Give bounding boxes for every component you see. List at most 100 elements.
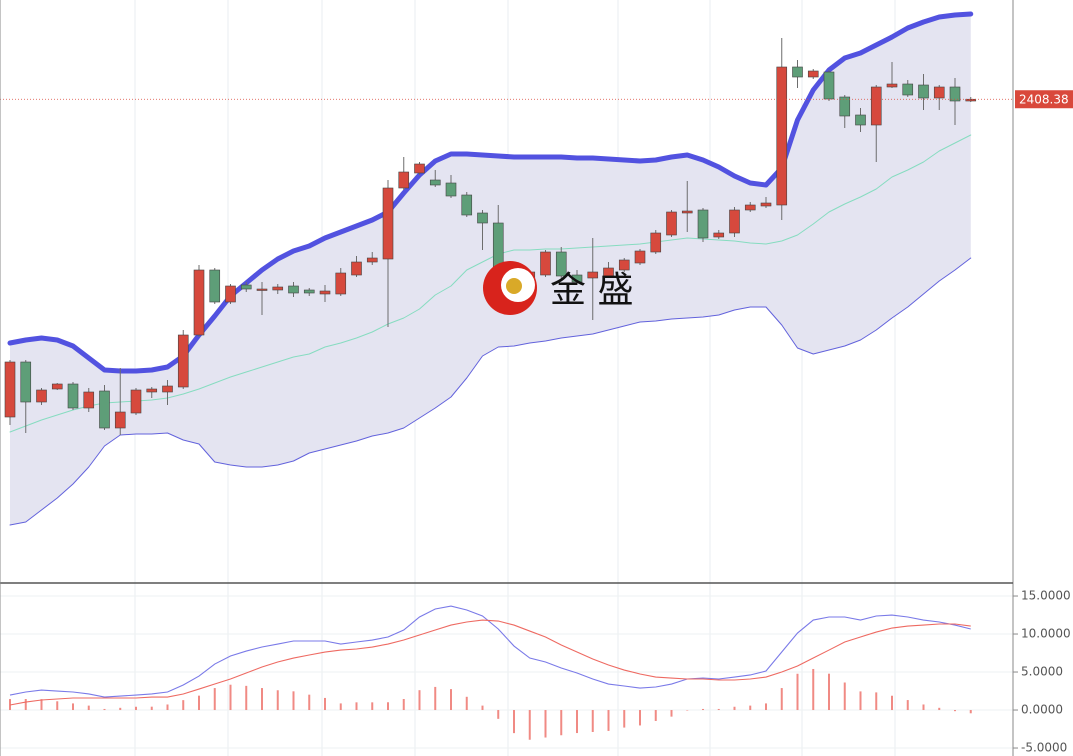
histogram-bar	[513, 710, 515, 734]
candle-body	[256, 288, 268, 291]
candle-body	[949, 86, 961, 102]
candle-body	[114, 411, 126, 429]
histogram-bar	[686, 710, 689, 711]
band-line	[9, 134, 972, 433]
histogram-bar	[717, 708, 720, 711]
candle-body	[776, 66, 788, 206]
histogram-bar	[875, 692, 878, 711]
histogram-bar	[339, 703, 342, 711]
histogram-bar	[765, 703, 767, 711]
histogram-bar	[229, 684, 232, 711]
candle-body	[650, 232, 662, 253]
candle-body	[555, 251, 567, 277]
candle-body	[67, 383, 79, 409]
candle-body	[414, 163, 425, 174]
candle-body	[177, 334, 189, 388]
candle-body	[461, 194, 473, 216]
last-price-label: 2408.38	[1019, 93, 1069, 107]
histogram-bar	[780, 688, 783, 711]
histogram-bar	[906, 700, 909, 711]
candle-body	[209, 269, 221, 303]
candle-body	[965, 98, 977, 102]
histogram-bar	[702, 708, 704, 711]
candle-body	[162, 385, 173, 393]
histogram-bar	[591, 710, 594, 732]
y-tick-label: 5.0000	[1021, 665, 1063, 679]
histogram-bar	[402, 699, 405, 711]
histogram-bar	[544, 710, 547, 738]
histogram-bar	[560, 710, 563, 736]
candle-body	[587, 271, 599, 279]
candle-body	[303, 289, 315, 294]
histogram-bar	[103, 708, 106, 711]
histogram-bar	[198, 695, 200, 711]
candle-body	[855, 114, 866, 126]
y-tick-label: 15.0000	[1021, 589, 1071, 603]
histogram-bar	[40, 699, 43, 711]
candle-body	[713, 232, 725, 238]
candle-body	[99, 390, 110, 429]
histogram-bar	[843, 682, 846, 711]
histogram-bar	[828, 673, 830, 711]
candle-body	[366, 257, 378, 263]
histogram-bar	[654, 710, 657, 721]
histogram-bar	[261, 688, 263, 711]
candle-body	[20, 361, 32, 403]
histogram-bar	[371, 702, 374, 711]
candle-body	[36, 389, 47, 403]
candle-body	[681, 210, 693, 214]
histogram-bar	[276, 690, 279, 711]
histogram-bar	[56, 701, 59, 711]
histogram-bar	[87, 705, 90, 711]
histogram-bar	[166, 704, 169, 711]
candle-body	[4, 361, 16, 418]
histogram-bar	[670, 710, 673, 717]
histogram-bar	[922, 704, 925, 711]
histogram-bar	[182, 700, 185, 711]
histogram-bar	[324, 697, 326, 711]
histogram-bar	[434, 686, 437, 711]
logo: 金 盛	[483, 261, 633, 315]
histogram-bar	[308, 694, 311, 711]
candle-body	[603, 267, 614, 277]
candle-body	[83, 391, 95, 409]
logo-dot	[506, 278, 522, 294]
macd-line	[9, 605, 971, 698]
candle-body	[382, 187, 394, 260]
candle-body	[760, 202, 772, 207]
candle-body	[240, 284, 252, 290]
histogram-bar	[497, 710, 500, 719]
histogram-bar	[418, 690, 421, 711]
histogram-bar	[733, 706, 736, 711]
y-tick-label: 0.0000	[1021, 703, 1063, 717]
candle-body	[697, 209, 709, 239]
candle-body	[193, 269, 205, 336]
candle-body	[225, 285, 236, 303]
histogram-bar	[135, 706, 137, 711]
candle-body	[634, 250, 646, 264]
histogram-bar	[150, 706, 153, 711]
candle-body	[319, 290, 331, 295]
candle-body	[902, 83, 914, 96]
histogram-bar	[119, 707, 122, 711]
watermark: 金 盛	[550, 270, 633, 311]
candle-body	[351, 261, 362, 276]
histogram-bar	[576, 710, 578, 734]
macd-line	[9, 619, 971, 706]
candle-body	[146, 388, 158, 393]
y-tick-label: 10.0000	[1021, 627, 1071, 641]
histogram-bar	[465, 696, 468, 711]
candle-body	[823, 71, 835, 100]
candle-body	[933, 86, 945, 99]
band-line	[7, 11, 974, 374]
candle-body	[445, 182, 457, 197]
histogram-bar	[72, 703, 74, 711]
histogram-bar	[796, 673, 799, 711]
candle-body	[729, 209, 740, 234]
band-line	[9, 257, 972, 526]
candle-body	[744, 204, 756, 211]
histogram-bar	[639, 710, 641, 726]
candle-body	[51, 383, 63, 390]
candle-body	[130, 389, 142, 414]
